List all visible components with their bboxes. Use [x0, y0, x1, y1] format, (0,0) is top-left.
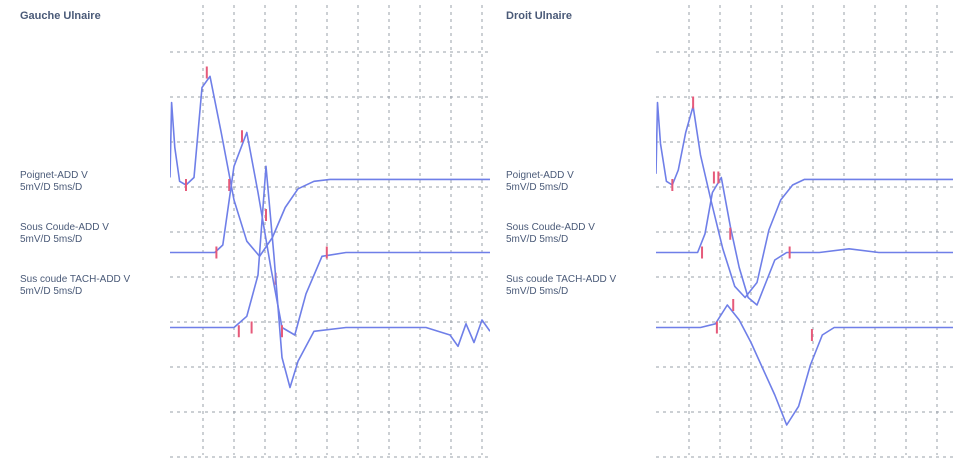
trace-label-right-1: Poignet-ADD V 5mV/D 5ms/D [506, 170, 574, 194]
trace-scale: 5mV/D 5ms/D [20, 182, 83, 193]
series-line-3 [170, 165, 490, 389]
trace-label-left-2: Sous Coude-ADD V 5mV/D 5ms/D [20, 222, 109, 246]
grid [170, 5, 490, 458]
series-line-3 [656, 304, 953, 426]
left-chart-panel: Gauche Ulnaire Poignet-ADD V 5mV/D 5ms/D… [20, 5, 490, 458]
waveform-plot-left [170, 5, 490, 458]
chart-title-left: Gauche Ulnaire [20, 10, 101, 22]
series-line-2 [656, 176, 953, 306]
series-line-1 [170, 75, 490, 258]
trace-scale: 5mV/D 5ms/D [506, 286, 569, 297]
grid [656, 5, 953, 458]
trace-scale: 5mV/D 5ms/D [20, 286, 83, 297]
waveform-plot-right [656, 5, 953, 458]
trace-scale: 5mV/D 5ms/D [506, 234, 569, 245]
series-line-1 [656, 101, 953, 299]
trace-label-left-1: Poignet-ADD V 5mV/D 5ms/D [20, 170, 88, 194]
trace-name: Sous Coude-ADD V [506, 222, 595, 233]
trace-name: Poignet-ADD V [506, 170, 574, 181]
trace-name: Poignet-ADD V [20, 170, 88, 181]
trace-scale: 5mV/D 5ms/D [20, 234, 83, 245]
trace-label-left-3: Sus coude TACH-ADD V 5mV/D 5ms/D [20, 274, 130, 298]
trace-scale: 5mV/D 5ms/D [506, 182, 569, 193]
right-chart-panel: Droit Ulnaire Poignet-ADD V 5mV/D 5ms/D … [486, 0, 953, 462]
trace-name: Sous Coude-ADD V [20, 222, 109, 233]
trace-name: Sus coude TACH-ADD V [20, 274, 131, 285]
trace-label-right-3: Sus coude TACH-ADD V 5mV/D 5ms/D [506, 274, 616, 298]
trace-name: Sus coude TACH-ADD V [506, 274, 617, 285]
chart-title-right: Droit Ulnaire [506, 10, 573, 22]
trace-label-right-2: Sous Coude-ADD V 5mV/D 5ms/D [506, 222, 595, 246]
series-line-2 [170, 131, 490, 336]
